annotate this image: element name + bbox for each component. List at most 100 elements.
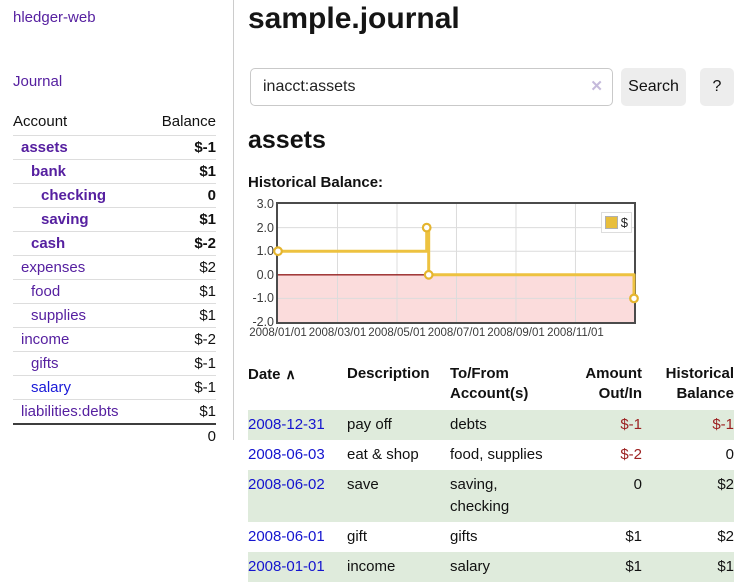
account-balance: $-2 [147, 327, 216, 352]
x-axis-tick-label: 2008/07/01 [427, 327, 486, 339]
help-button[interactable]: ? [700, 68, 734, 106]
sidebar-account-link-checking[interactable]: checking [41, 187, 107, 204]
register-header-date[interactable]: Date ∧ [248, 366, 296, 383]
y-axis-tick-label: -2.0 [252, 315, 274, 329]
chart-x-labels: 2008/01/01 2008/03/01 2008/05/01 2008/07/01… [248, 327, 734, 343]
transaction-accounts: debts [450, 416, 487, 433]
sidebar-account-link-assets[interactable]: assets [21, 139, 68, 156]
account-row: expenses $2 [13, 255, 216, 280]
account-row: assets $-1 [13, 135, 216, 160]
account-row: bank $1 [13, 159, 216, 184]
transaction-date-link[interactable]: 2008-06-02 [248, 476, 325, 493]
account-row: cash $-2 [13, 231, 216, 256]
chart-svg [273, 204, 639, 322]
transaction-amount: $-2 [620, 446, 642, 463]
accounts-total-balance: 0 [147, 423, 216, 448]
sidebar-account-link-salary[interactable]: salary [31, 379, 72, 396]
sidebar-account-link-income[interactable]: income [21, 331, 70, 348]
accounts-header-account: Account [13, 113, 68, 130]
chart-legend: $ [600, 212, 632, 233]
account-row: gifts $-1 [13, 351, 216, 376]
page-title: sample.journal [248, 2, 460, 35]
sidebar-account-link-bank[interactable]: bank [31, 163, 67, 180]
account-balance: $1 [147, 303, 216, 328]
account-row: food $1 [13, 279, 216, 304]
legend-swatch-icon [604, 216, 618, 229]
register-row: 2008-06-02 save saving, checking 0 $2 [248, 470, 734, 522]
register-row: 2008-06-01 gift gifts $1 $2 [248, 522, 734, 552]
x-axis-tick-label: 2008/11/01 [547, 327, 604, 339]
y-axis-tick-label: 3.0 [256, 197, 274, 211]
sidebar-account-link-supplies[interactable]: supplies [31, 307, 87, 324]
main-content: sample.journal ✕ Search ? assets Histori… [248, 0, 734, 582]
sidebar-account-link-expenses[interactable]: expenses [21, 259, 86, 276]
chart-y-labels: 3.0 2.0 1.0 0.0 -1.0 -2.0 [248, 197, 274, 350]
account-balance: $2 [147, 255, 216, 280]
sidebar-item-journal[interactable]: Journal [13, 73, 63, 90]
account-row: supplies $1 [13, 303, 216, 328]
clear-search-icon[interactable]: ✕ [590, 78, 603, 95]
historical-balance-chart: 3.0 2.0 1.0 0.0 -1.0 -2.0 $ 2008/01/01 2008/03… [248, 197, 734, 350]
register-table-body: 2008-12-31 pay off debts $-1 $-1 2008-06-03 ea… [248, 410, 734, 582]
transaction-accounts: salary [450, 558, 491, 575]
account-row: checking 0 [13, 183, 216, 208]
account-page-title: assets [248, 126, 326, 154]
search-button[interactable]: Search [621, 68, 686, 106]
transaction-date-link[interactable]: 2008-12-31 [248, 416, 325, 433]
transaction-accounts: gifts [450, 528, 478, 545]
account-balance: $-1 [147, 375, 216, 400]
account-balance: $-1 [147, 351, 216, 376]
transaction-date-link[interactable]: 2008-06-01 [248, 528, 325, 545]
y-axis-tick-label: 1.0 [256, 244, 274, 259]
account-balance: $-1 [147, 135, 216, 160]
transaction-description: save [347, 476, 379, 493]
account-balance: $-2 [147, 231, 216, 256]
transaction-accounts: food, supplies [450, 446, 543, 463]
search-row: ✕ Search ? [248, 68, 734, 106]
sidebar-account-link-liabilities-debts[interactable]: liabilities:debts [21, 403, 119, 420]
transaction-amount: $1 [625, 558, 642, 575]
transaction-date-link[interactable]: 2008-06-03 [248, 446, 325, 463]
sort-asc-icon: ∧ [285, 366, 296, 382]
transaction-accounts: saving, checking [450, 476, 510, 515]
transaction-amount: 0 [633, 476, 642, 493]
x-axis-tick-label: 2008/03/01 [308, 327, 367, 339]
register-row: 2008-06-03 eat & shop food, supplies $-2 0 [248, 440, 734, 470]
register-header-description: Description [347, 365, 430, 382]
x-axis-tick-label: 2008/09/01 [487, 327, 545, 339]
y-axis-tick-label: -1.0 [252, 291, 274, 306]
legend-label: $ [620, 215, 628, 230]
sidebar-account-link-saving[interactable]: saving [41, 211, 89, 228]
transaction-balance: $2 [717, 528, 734, 545]
sidebar: hledger-web Journal Account Balance asse… [0, 0, 234, 448]
sidebar-account-link-cash[interactable]: cash [31, 235, 66, 252]
accounts-table: Account Balance assets $-1 bank $1 checking 0… [13, 111, 216, 448]
transaction-description: gift [347, 528, 368, 545]
account-row: salary $-1 [13, 375, 216, 400]
x-axis-tick-label: 2008/01/01 [249, 327, 307, 339]
accounts-total-row: 0 [13, 423, 216, 448]
y-axis-tick-label: 0.0 [256, 267, 274, 282]
transaction-description: income [347, 558, 396, 575]
transaction-balance: 0 [725, 446, 734, 463]
register-table: Date ∧ Description To/From Account(s) Amount… [248, 360, 734, 582]
search-input[interactable] [250, 68, 613, 106]
transaction-balance: $2 [717, 476, 734, 493]
app-title-link[interactable]: hledger-web [13, 9, 96, 26]
sidebar-account-link-food[interactable]: food [31, 283, 61, 300]
transaction-balance: $-1 [712, 416, 734, 433]
transaction-balance: $1 [717, 558, 734, 575]
sidebar-account-link-gifts[interactable]: gifts [31, 355, 59, 372]
accounts-table-body: assets $-1 bank $1 checking 0 saving $1 cash $-2 e… [13, 135, 216, 424]
transaction-date-link[interactable]: 2008-01-01 [248, 558, 325, 575]
transaction-amount: $1 [625, 528, 642, 545]
register-header-to-from-account-s-: To/From Account(s) [450, 365, 529, 402]
register-row: 2008-01-01 income salary $1 $1 [248, 552, 734, 582]
transaction-description: eat & shop [347, 446, 419, 463]
y-axis-tick-label: 2.0 [256, 220, 274, 235]
register-row: 2008-12-31 pay off debts $-1 $-1 [248, 410, 734, 440]
account-row: income $-2 [13, 327, 216, 352]
chart-title-label: Historical Balance: [248, 174, 384, 191]
account-balance: $1 [147, 279, 216, 304]
account-balance: 0 [147, 183, 216, 208]
